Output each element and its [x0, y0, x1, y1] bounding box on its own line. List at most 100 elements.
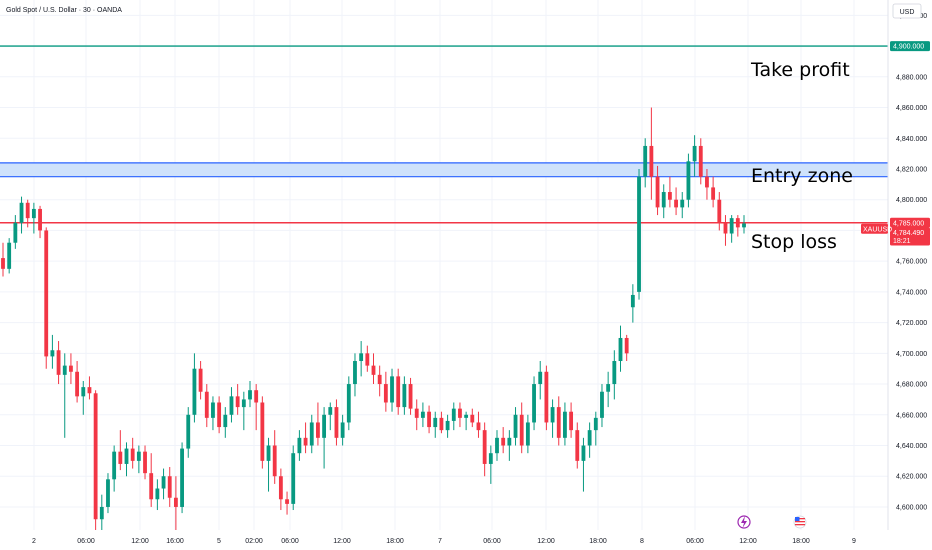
- candle: [155, 479, 160, 511]
- us-flag-icon[interactable]: [793, 515, 807, 529]
- candle: [13, 215, 18, 249]
- y-tick-label: 4,680.000: [896, 382, 927, 389]
- candle-body: [365, 353, 370, 366]
- symbol-tag: XAUUSD: [861, 223, 892, 234]
- candle-body: [285, 499, 289, 504]
- lightning-icon[interactable]: [737, 515, 751, 529]
- candle: [118, 430, 123, 471]
- candle-body: [118, 451, 123, 464]
- candle: [99, 494, 104, 530]
- candle: [346, 376, 351, 431]
- candle: [303, 422, 308, 454]
- candle: [106, 473, 110, 514]
- currency-button[interactable]: [892, 3, 922, 19]
- candle-body: [340, 422, 345, 438]
- candle: [667, 176, 672, 208]
- y-tick-label: 4,800.000: [896, 197, 927, 204]
- candle-body: [106, 479, 110, 507]
- candle-body: [488, 453, 493, 464]
- x-tick-label: 06:00: [281, 538, 299, 545]
- candle: [396, 368, 401, 415]
- candle: [661, 184, 666, 219]
- candle-body: [371, 365, 376, 375]
- candle: [717, 192, 722, 231]
- candle-body: [445, 420, 450, 431]
- candle-body: [618, 337, 623, 362]
- candle-body: [211, 402, 215, 418]
- candle-body: [519, 414, 524, 446]
- candle: [272, 430, 277, 484]
- candle: [544, 365, 549, 431]
- candle: [192, 353, 197, 423]
- candle-body: [353, 361, 357, 385]
- candle: [316, 402, 320, 446]
- candle-body: [655, 176, 660, 208]
- candle-body: [254, 390, 259, 403]
- candle-body: [173, 497, 178, 507]
- candle: [476, 411, 481, 438]
- candle-body: [649, 145, 654, 177]
- candle: [69, 353, 73, 385]
- y-tick-label: 4,640.000: [896, 443, 927, 450]
- candle: [167, 467, 172, 507]
- candle: [254, 384, 259, 431]
- candle-body: [637, 176, 641, 292]
- y-tick-label: 4,720.000: [896, 320, 927, 327]
- candle: [680, 192, 685, 219]
- y-tick-label: 4,760.000: [896, 259, 927, 266]
- stop-loss-price-label: 4,785.000: [893, 220, 924, 227]
- take-profit-annotation: Take profit: [750, 59, 850, 81]
- x-tick-label: 06:00: [483, 538, 501, 545]
- candle: [297, 430, 302, 461]
- candle-body: [112, 451, 117, 480]
- candle: [569, 402, 574, 438]
- candle: [365, 345, 370, 372]
- candle: [556, 396, 561, 446]
- candle-body: [742, 223, 746, 228]
- candle-body: [396, 376, 401, 408]
- candle-body: [630, 294, 635, 308]
- candle: [618, 325, 623, 372]
- candle-body: [278, 476, 283, 500]
- candle: [204, 384, 209, 428]
- candle: [309, 414, 314, 454]
- candle: [130, 437, 135, 469]
- candles: [1, 107, 746, 530]
- candle-body: [19, 202, 24, 223]
- countdown-label: 18:21: [893, 238, 911, 245]
- candle-body: [359, 353, 364, 362]
- currency-label: USD: [900, 9, 915, 16]
- candle-body: [556, 407, 561, 438]
- candle: [93, 390, 98, 530]
- candle: [575, 422, 580, 469]
- candle: [7, 238, 12, 274]
- candle: [513, 407, 518, 446]
- candle: [75, 361, 80, 403]
- candle-body: [667, 192, 672, 200]
- candle: [600, 384, 604, 428]
- time-axis[interactable]: 2 06:00 12:00 16:00 5 02:00 06:00 12:00 18:00 7 06…: [32, 538, 856, 545]
- candle: [655, 165, 660, 216]
- candle: [470, 408, 475, 428]
- candle-body: [427, 411, 431, 428]
- candle: [25, 199, 30, 228]
- candle: [56, 341, 61, 385]
- x-tick-label: 9: [852, 538, 856, 545]
- x-tick-label: 2: [32, 538, 36, 545]
- stop-loss-price-tag: 4,785.000: [890, 217, 930, 228]
- candle-body: [229, 396, 234, 415]
- candle: [371, 353, 376, 385]
- candle: [44, 227, 49, 369]
- y-tick-label: 4,840.000: [896, 136, 927, 143]
- candle: [143, 445, 147, 480]
- candle: [519, 402, 524, 454]
- candle-body: [309, 422, 314, 446]
- candle-body: [674, 199, 678, 208]
- candle-body: [99, 506, 104, 520]
- candle: [383, 371, 388, 412]
- candle: [606, 371, 611, 408]
- candle-body: [390, 376, 394, 403]
- candle: [31, 202, 36, 234]
- candle-body: [414, 408, 419, 418]
